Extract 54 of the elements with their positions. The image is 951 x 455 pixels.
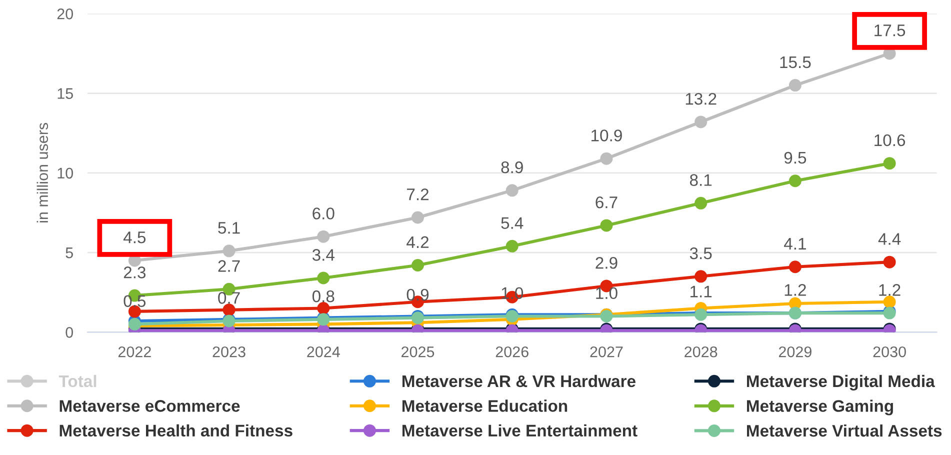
data-label: 13.2 [686, 92, 716, 105]
data-label: 5.4 [501, 217, 524, 229]
x-tick-label: 2026 [496, 346, 528, 358]
x-tick-label: 2022 [118, 346, 151, 358]
data-label: 6.7 [596, 196, 618, 208]
data-label: 1.0 [596, 287, 618, 300]
y-tick-label: 5 [66, 248, 73, 258]
y-tick-label: 20 [57, 8, 74, 20]
legend-label: Metaverse Education [402, 400, 568, 412]
x-tick-label: 2027 [590, 346, 623, 358]
legend-label: Metaverse AR & VR Hardware [402, 374, 636, 388]
data-label: 1.1 [690, 286, 712, 298]
data-label: 6.0 [312, 208, 334, 220]
legend-label: Metaverse eCommerce [60, 400, 240, 412]
x-tick-label: 2025 [402, 346, 434, 358]
data-label: 5.1 [218, 222, 240, 234]
y-tick-label: 10 [58, 168, 74, 179]
y-axis-title: in million users [36, 122, 48, 222]
data-label: 7.2 [407, 188, 428, 200]
data-label: 0.9 [406, 288, 429, 301]
data-label: 2.3 [124, 266, 146, 278]
data-label: 8.9 [501, 161, 523, 174]
data-label: 4.2 [406, 236, 428, 248]
data-label: 0.7 [218, 292, 240, 304]
data-label: 1.0 [502, 287, 524, 300]
x-tick-label: 2028 [684, 346, 718, 358]
legend-label: Metaverse Gaming [747, 400, 893, 416]
data-label: 8.1 [690, 174, 712, 186]
data-label: 10.9 [592, 130, 622, 142]
x-tick-label: 2023 [212, 346, 246, 358]
data-label: 0.5 [124, 295, 146, 308]
data-label: 0.8 [312, 290, 334, 302]
x-tick-label: 2029 [778, 346, 812, 358]
y-tick-label: 15 [58, 88, 73, 99]
data-label: 4.4 [878, 233, 901, 245]
legend-label: Metaverse Virtual Assets [747, 424, 942, 437]
data-label: 1.2 [879, 284, 900, 296]
data-label: 15.5 [780, 56, 811, 68]
data-label: 10.6 [874, 134, 906, 146]
data-label: 17.5 [874, 24, 906, 36]
data-label: 4.5 [123, 232, 146, 244]
legend-label: Metaverse Health and Fitness [60, 424, 292, 437]
data-label: 9.5 [784, 152, 806, 164]
data-label: 3.4 [312, 249, 334, 261]
legend-label: Metaverse Live Entertainment [402, 424, 638, 437]
x-tick-label: 2030 [873, 346, 906, 358]
x-tick-label: 2024 [307, 346, 340, 358]
data-label: 2.7 [218, 260, 240, 272]
data-label: 1.2 [784, 284, 806, 296]
y-tick-label: 0 [66, 327, 74, 338]
data-label: 3.5 [690, 247, 712, 260]
legend-label: Metaverse Digital Media [747, 374, 935, 391]
data-label: 2.9 [596, 256, 618, 269]
data-label: 4.1 [784, 238, 806, 250]
